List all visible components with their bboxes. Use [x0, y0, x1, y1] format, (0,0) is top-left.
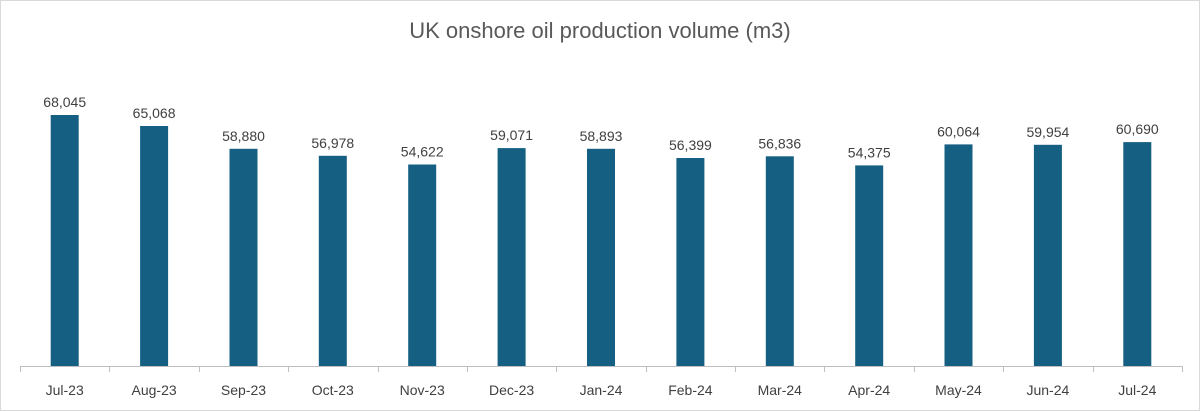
data-label-jun-24: 59,954 [1026, 124, 1069, 140]
bar-feb-24 [676, 158, 705, 366]
data-label-oct-23: 56,978 [311, 135, 354, 151]
data-label-jan-24: 58,893 [580, 128, 623, 144]
x-tick-label-jan-24: Jan-24 [580, 382, 623, 398]
bar-jul-24 [1123, 142, 1152, 366]
data-label-may-24: 60,064 [937, 123, 980, 139]
bar-mar-24 [765, 156, 794, 366]
bar-may-24 [944, 144, 973, 366]
x-tick-label-feb-24: Feb-24 [668, 382, 713, 398]
data-label-apr-24: 54,375 [848, 144, 891, 160]
x-tick-label-jun-24: Jun-24 [1026, 382, 1069, 398]
bar-oct-23 [318, 155, 347, 366]
data-label-jul-24: 60,690 [1116, 121, 1159, 137]
bar-sep-23 [229, 148, 258, 366]
x-tick-label-mar-24: Mar-24 [758, 382, 803, 398]
x-tick-label-jul-23: Jul-23 [46, 382, 84, 398]
data-label-nov-23: 54,622 [401, 144, 444, 160]
x-tick-label-dec-23: Dec-23 [489, 382, 534, 398]
x-tick-label-may-24: May-24 [935, 382, 982, 398]
x-tick-label-apr-24: Apr-24 [848, 382, 890, 398]
data-label-jul-23: 68,045 [43, 94, 86, 110]
data-label-dec-23: 59,071 [490, 127, 533, 143]
data-label-aug-23: 65,068 [133, 105, 176, 121]
data-label-mar-24: 56,836 [758, 135, 801, 151]
bar-jul-23 [50, 115, 79, 366]
bar-apr-24 [855, 165, 884, 366]
bar-aug-23 [140, 126, 169, 366]
bar-nov-23 [408, 164, 437, 366]
x-tick-label-nov-23: Nov-23 [400, 382, 445, 398]
bar-dec-23 [497, 148, 526, 366]
x-tick-label-oct-23: Oct-23 [312, 382, 354, 398]
chart-title: UK onshore oil production volume (m3) [409, 18, 791, 43]
bar-jun-24 [1033, 144, 1062, 366]
x-tick-label-jul-24: Jul-24 [1118, 382, 1156, 398]
x-tick-label-sep-23: Sep-23 [221, 382, 266, 398]
data-label-sep-23: 58,880 [222, 128, 265, 144]
x-tick-label-aug-23: Aug-23 [132, 382, 177, 398]
data-label-feb-24: 56,399 [669, 137, 712, 153]
bar-jan-24 [587, 148, 615, 366]
